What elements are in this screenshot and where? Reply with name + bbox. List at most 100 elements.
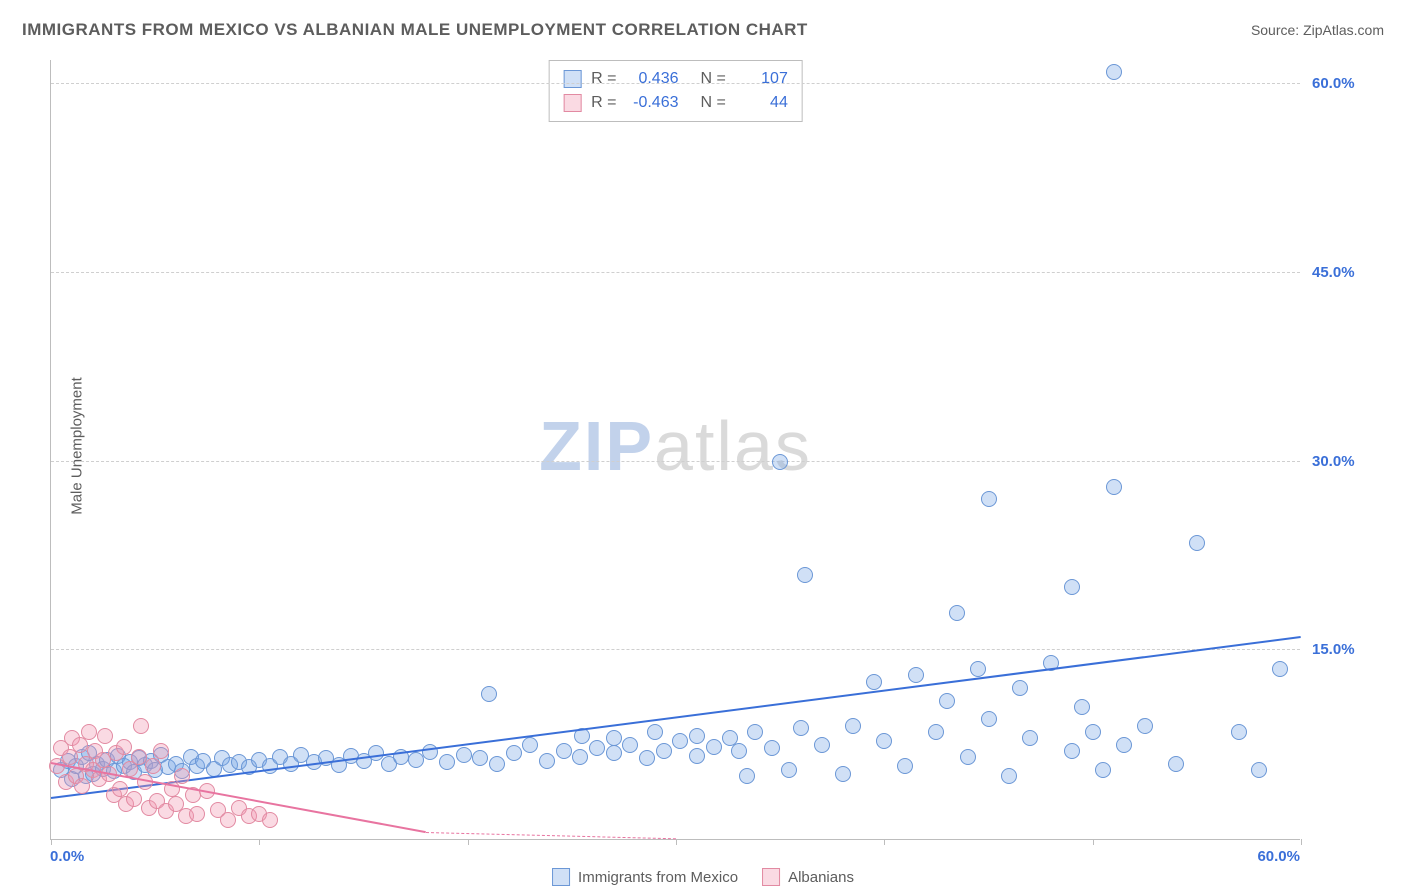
stats-row: R =-0.463N =44 <box>563 91 788 115</box>
scatter-point <box>1074 699 1090 715</box>
scatter-point <box>689 748 705 764</box>
scatter-point <box>1001 768 1017 784</box>
scatter-point <box>262 812 278 828</box>
x-tick <box>676 839 677 845</box>
x-tick <box>884 839 885 845</box>
legend-label: Immigrants from Mexico <box>578 869 738 886</box>
scatter-point <box>1106 64 1122 80</box>
scatter-point <box>793 720 809 736</box>
scatter-point <box>1116 737 1132 753</box>
trend-line <box>51 636 1301 799</box>
scatter-point <box>772 454 788 470</box>
scatter-point <box>647 724 663 740</box>
scatter-point <box>112 781 128 797</box>
scatter-point <box>153 743 169 759</box>
scatter-point <box>1137 718 1153 734</box>
x-axis-min-label: 0.0% <box>50 848 84 865</box>
x-axis-max-label: 60.0% <box>1257 848 1300 865</box>
scatter-point <box>589 740 605 756</box>
r-value: 0.436 <box>627 67 679 91</box>
x-tick <box>259 839 260 845</box>
scatter-point <box>1251 762 1267 778</box>
scatter-point <box>656 743 672 759</box>
gridline <box>51 649 1300 650</box>
scatter-point <box>928 724 944 740</box>
watermark-atlas: atlas <box>654 407 812 485</box>
scatter-point <box>145 758 161 774</box>
trend-line-extrapolated <box>426 832 676 839</box>
scatter-point <box>506 745 522 761</box>
gridline <box>51 83 1300 84</box>
scatter-point <box>1064 743 1080 759</box>
scatter-point <box>845 718 861 734</box>
scatter-point <box>835 766 851 782</box>
n-label: N = <box>701 67 726 91</box>
source-label: Source: <box>1251 22 1303 38</box>
scatter-point <box>672 733 688 749</box>
scatter-point <box>133 718 149 734</box>
legend-item: Albanians <box>762 868 854 886</box>
scatter-point <box>174 768 190 784</box>
scatter-point <box>97 728 113 744</box>
scatter-point <box>781 762 797 778</box>
watermark: ZIPatlas <box>539 406 812 486</box>
scatter-point <box>970 661 986 677</box>
scatter-point <box>639 750 655 766</box>
scatter-point <box>981 491 997 507</box>
scatter-point <box>622 737 638 753</box>
stats-row: R = 0.436 N = 107 <box>563 67 788 91</box>
scatter-point <box>764 740 780 756</box>
x-tick <box>51 839 52 845</box>
scatter-point <box>481 686 497 702</box>
scatter-point <box>939 693 955 709</box>
source-attribution: Source: ZipAtlas.com <box>1251 22 1384 38</box>
scatter-point <box>116 739 132 755</box>
scatter-point <box>606 730 622 746</box>
scatter-point <box>949 605 965 621</box>
scatter-point <box>706 739 722 755</box>
scatter-point <box>739 768 755 784</box>
n-value: 44 <box>736 91 788 115</box>
scatter-point <box>897 758 913 774</box>
scatter-point <box>572 749 588 765</box>
scatter-point <box>689 728 705 744</box>
y-tick-label: 15.0% <box>1312 641 1355 658</box>
scatter-point <box>606 745 622 761</box>
chart-title: IMMIGRANTS FROM MEXICO VS ALBANIAN MALE … <box>22 20 808 40</box>
n-value: 107 <box>736 67 788 91</box>
gridline <box>51 461 1300 462</box>
watermark-zip: ZIP <box>539 407 654 485</box>
scatter-point <box>1272 661 1288 677</box>
scatter-point <box>1064 579 1080 595</box>
scatter-point <box>556 743 572 759</box>
series-swatch <box>552 868 570 886</box>
x-tick <box>1093 839 1094 845</box>
scatter-point <box>74 778 90 794</box>
y-tick-label: 30.0% <box>1312 453 1355 470</box>
r-label: R = <box>591 67 616 91</box>
scatter-point <box>489 756 505 772</box>
scatter-point <box>1106 479 1122 495</box>
scatter-point <box>876 733 892 749</box>
scatter-point <box>456 747 472 763</box>
legend-item: Immigrants from Mexico <box>552 868 738 886</box>
r-value: -0.463 <box>627 91 679 115</box>
scatter-point <box>126 791 142 807</box>
y-tick-label: 60.0% <box>1312 75 1355 92</box>
x-tick <box>468 839 469 845</box>
series-swatch <box>563 70 581 88</box>
series-swatch <box>563 94 581 112</box>
correlation-stats-box: R = 0.436 N = 107R =-0.463N =44 <box>548 60 803 122</box>
scatter-point <box>908 667 924 683</box>
scatter-point <box>1095 762 1111 778</box>
series-legend: Immigrants from Mexico Albanians <box>552 868 854 886</box>
y-tick-label: 45.0% <box>1312 264 1355 281</box>
series-swatch <box>762 868 780 886</box>
legend-label: Albanians <box>788 869 854 886</box>
scatter-point <box>472 750 488 766</box>
source-site: ZipAtlas.com <box>1303 22 1384 38</box>
scatter-point <box>814 737 830 753</box>
scatter-point <box>439 754 455 770</box>
scatter-point <box>1012 680 1028 696</box>
scatter-point <box>866 674 882 690</box>
